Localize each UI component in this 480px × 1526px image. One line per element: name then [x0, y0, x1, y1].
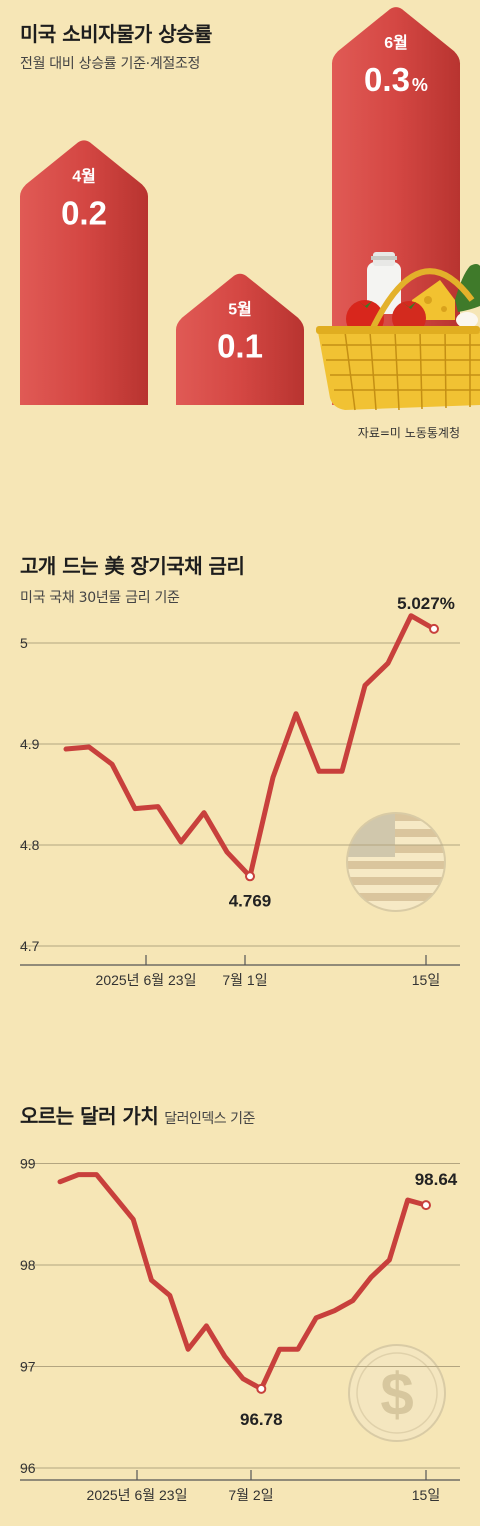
x-tick-label: 7월 2일	[228, 1487, 273, 1503]
treasury-section: 고개 드는 美 장기국채 금리 미국 국채 30년물 금리 기준 4.7 4.8 4…	[0, 470, 480, 1010]
x-tick-label: 15일	[412, 972, 440, 988]
cpi-bar-month-label: 6월	[384, 34, 408, 52]
treasury-title: 고개 드는 美 장기국채 금리	[20, 554, 245, 578]
cpi-bar-month-label: 4월	[72, 167, 96, 185]
end-label: 5.027%	[397, 594, 455, 613]
cpi-section: 미국 소비자물가 상승률 전월 대비 상승률 기준·계절조정 4월 0.2 5월 0.…	[0, 0, 480, 470]
us-flag-icon	[346, 812, 446, 912]
dollar-line-chart: $ 96 97 98 99 2025년 6월 23일 7월 2일 15일 96.78 98.6…	[20, 1156, 460, 1503]
cpi-title: 미국 소비자물가 상승률	[20, 22, 212, 46]
y-tick-label: 5	[20, 635, 28, 651]
dollar-subtitle: 달러인덱스 기준	[164, 1111, 255, 1127]
cpi-subtitle: 전월 대비 상승률 기준·계절조정	[20, 56, 201, 72]
dollar-coin-icon: $	[348, 1344, 446, 1442]
x-tick-label: 2025년 6월 23일	[87, 1487, 188, 1503]
cpi-bar-value-label: 0.2	[61, 194, 107, 231]
cpi-bar-month-label: 5월	[228, 301, 252, 319]
x-tick-label: 15일	[412, 1487, 440, 1503]
treasury-line-chart: 4.7 4.8 4.9 5 2025년 6월 23일 7월 1일 15일 4.769 5.02…	[20, 594, 460, 988]
min-label: 96.78	[240, 1410, 283, 1429]
y-tick-label: 96	[20, 1460, 36, 1476]
series-line	[57, 1172, 429, 1392]
dollar-title-row: 오르는 달러 가치 달러인덱스 기준	[20, 1100, 255, 1129]
cpi-bar	[176, 273, 304, 405]
milk-bottle	[367, 262, 401, 314]
min-marker	[245, 871, 255, 882]
dollar-title: 오르는 달러 가치	[20, 1104, 159, 1128]
min-label: 4.769	[229, 891, 272, 910]
svg-text:$: $	[380, 1361, 413, 1428]
y-tick-label: 4.8	[20, 837, 40, 853]
end-marker	[421, 1200, 431, 1211]
cpi-bar	[20, 140, 148, 405]
cucumber	[455, 264, 480, 312]
eggs	[456, 312, 478, 328]
y-tick-label: 4.9	[20, 736, 40, 752]
end-marker	[429, 623, 439, 634]
cpi-source: 자료=미 노동통계청	[357, 426, 460, 440]
x-tick-label: 2025년 6월 23일	[96, 972, 197, 988]
y-tick-label: 97	[20, 1359, 36, 1375]
cpi-bar-value-label: 0.1	[217, 328, 263, 365]
min-marker	[256, 1383, 267, 1394]
end-label: 98.64	[415, 1170, 458, 1189]
y-tick-label: 99	[20, 1156, 36, 1172]
y-tick-label: 98	[20, 1257, 36, 1273]
y-tick-label: 4.7	[20, 938, 40, 954]
treasury-subtitle: 미국 국채 30년물 금리 기준	[20, 590, 180, 606]
grocery-basket-illustration	[316, 252, 480, 411]
x-tick-label: 7월 1일	[222, 972, 267, 988]
dollar-section: 오르는 달러 가치 달러인덱스 기준 $ 96 97 98 99 2025년 6월 23일…	[0, 1010, 480, 1526]
